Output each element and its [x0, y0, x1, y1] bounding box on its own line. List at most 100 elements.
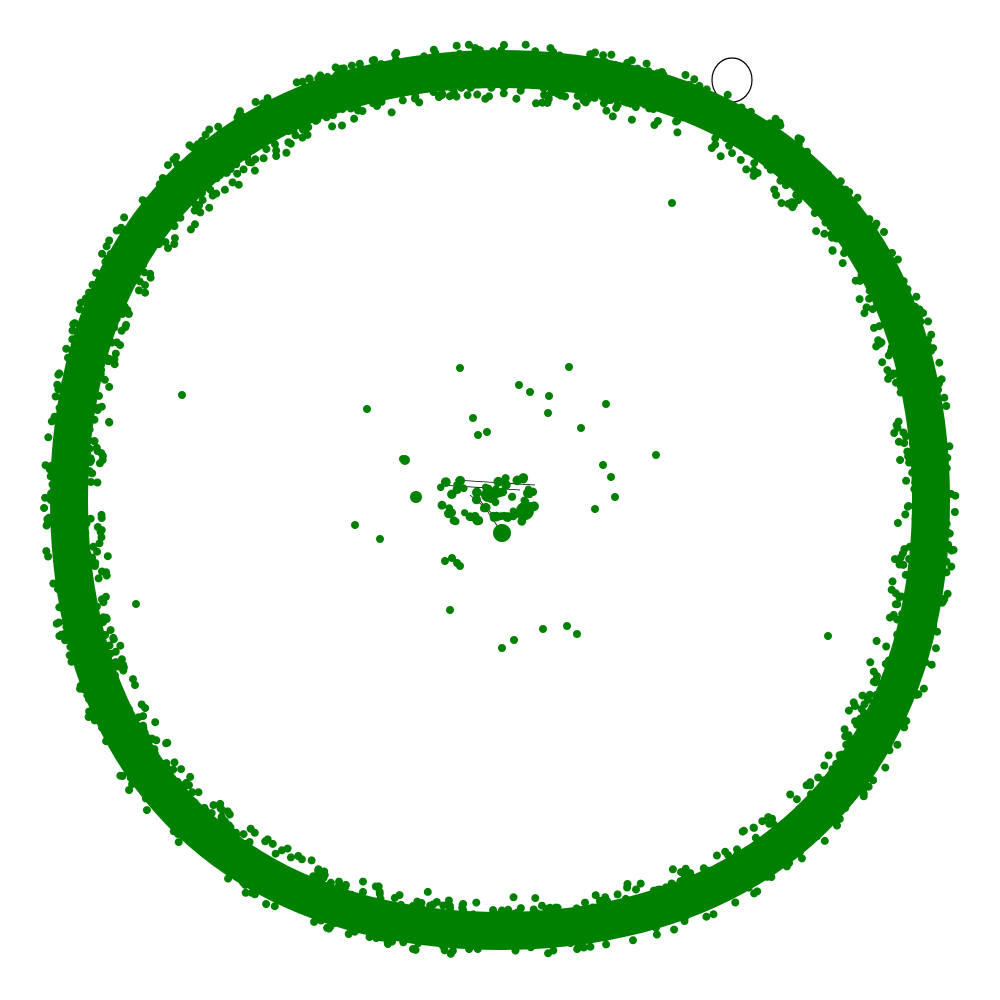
node [928, 395, 937, 404]
node [804, 192, 813, 201]
node [420, 52, 429, 61]
node [611, 60, 620, 69]
node [640, 100, 649, 109]
node [323, 72, 332, 81]
node [261, 837, 270, 846]
nodes [40, 40, 960, 958]
node [653, 117, 662, 125]
node [899, 277, 908, 286]
node [369, 99, 378, 108]
node [53, 380, 62, 389]
node [512, 475, 523, 486]
node [140, 728, 149, 737]
node [103, 254, 112, 263]
node [531, 894, 540, 903]
node [794, 805, 803, 814]
node [188, 788, 197, 797]
node [897, 637, 906, 646]
node [659, 105, 668, 114]
node [463, 937, 472, 946]
node [736, 155, 745, 164]
node [924, 317, 933, 326]
node [103, 552, 112, 561]
node [75, 305, 84, 314]
node [135, 775, 144, 784]
node [117, 655, 126, 664]
node [62, 344, 71, 353]
node [930, 406, 938, 415]
node [579, 57, 588, 66]
node [627, 56, 636, 65]
node [298, 77, 307, 86]
node [878, 358, 887, 367]
node [767, 873, 776, 881]
node [456, 77, 464, 86]
node [79, 473, 88, 482]
node [151, 718, 160, 727]
node [653, 69, 662, 78]
node [140, 781, 148, 790]
node [170, 758, 179, 767]
node [453, 912, 462, 921]
node [93, 547, 102, 556]
node [109, 634, 118, 643]
node [456, 364, 464, 372]
node [782, 181, 790, 190]
node [812, 227, 821, 236]
node [651, 923, 660, 932]
node [338, 121, 346, 130]
node [602, 400, 610, 408]
node [169, 765, 178, 774]
node [647, 893, 656, 902]
node [898, 609, 907, 618]
node [57, 592, 66, 600]
node [376, 894, 385, 903]
node [881, 659, 890, 668]
node [347, 890, 356, 899]
node [841, 185, 850, 194]
node [49, 579, 58, 588]
node [353, 101, 361, 110]
node [551, 910, 559, 919]
node [328, 122, 337, 131]
node [565, 363, 573, 371]
node [82, 555, 91, 564]
node [172, 153, 181, 161]
node [725, 141, 734, 150]
node [353, 918, 362, 927]
node [207, 848, 216, 856]
node [469, 910, 478, 919]
node [636, 879, 645, 888]
node [908, 468, 917, 477]
node [104, 721, 113, 730]
node [414, 939, 423, 948]
node [350, 114, 359, 123]
node [85, 594, 94, 603]
node [291, 95, 300, 103]
node [86, 478, 95, 486]
node [374, 901, 383, 910]
node [170, 240, 179, 248]
node [942, 464, 951, 473]
node [862, 303, 871, 312]
node [892, 378, 900, 387]
node [532, 99, 540, 108]
node [896, 388, 905, 397]
node [52, 619, 61, 628]
node [271, 849, 280, 858]
node [472, 487, 482, 498]
node [894, 437, 903, 446]
node [105, 417, 113, 426]
node [901, 432, 910, 441]
node [801, 158, 810, 166]
node [150, 749, 159, 758]
node [79, 447, 88, 456]
node [865, 294, 874, 303]
node [382, 904, 391, 912]
node [699, 864, 708, 873]
node [786, 790, 795, 799]
node [579, 96, 588, 105]
node [731, 884, 740, 893]
node [90, 437, 99, 446]
node [926, 372, 935, 381]
